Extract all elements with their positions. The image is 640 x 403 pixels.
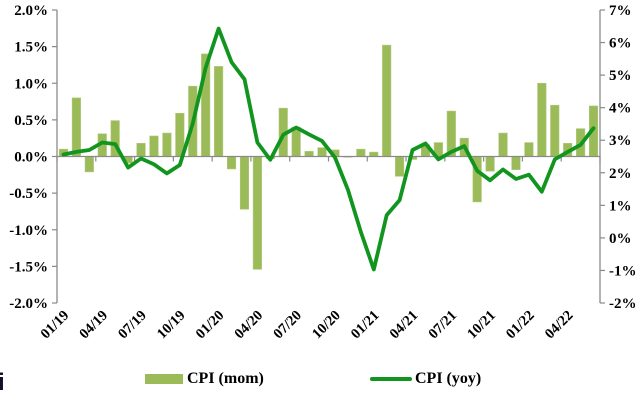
right-axis-tick-label: 1% — [609, 198, 632, 214]
cpi-mom-bar — [524, 142, 534, 157]
right-axis-tick-label: 0% — [609, 231, 632, 247]
left-axis-tick-label: -1.0% — [9, 223, 48, 239]
legend-item-cpi-mom: CPI (mom) — [145, 368, 264, 390]
left-axis-tick-label: 1.0% — [14, 76, 48, 92]
chart-axes — [52, 9, 605, 304]
cpi-mom-bar — [304, 151, 314, 157]
cpi-mom-bar — [252, 156, 262, 270]
cpi-yoy-swatch-icon — [370, 377, 412, 381]
right-axis-tick-label: -1% — [609, 263, 637, 279]
x-axis-tick-label: 04/19 — [76, 308, 111, 343]
cpi-mom-bar — [71, 97, 81, 157]
right-axis-tick-label: 5% — [609, 68, 632, 84]
cpi-mom-bar — [317, 147, 327, 157]
cpi-mom-bar — [511, 156, 521, 170]
x-axis-tick-label: 01/22 — [503, 308, 538, 343]
right-axis-tick-label: 7% — [609, 3, 632, 19]
x-axis-tick-label: 04/22 — [542, 308, 577, 343]
cpi-mom-bar-series — [58, 44, 599, 270]
chart-legend: CPI (mom) CPI (yoy) — [0, 368, 640, 394]
left-axis-tick-label: 2.0% — [14, 3, 48, 19]
cpi-mom-bar — [136, 143, 146, 157]
cpi-mom-bar — [369, 151, 379, 157]
x-axis-tick-label: 10/19 — [154, 308, 189, 343]
x-axis-tick-label: 04/20 — [232, 308, 267, 343]
left-axis-tick-label: -2.0% — [9, 296, 48, 312]
left-axis-tick-label: 1.5% — [14, 40, 48, 56]
legend-item-cpi-yoy: CPI (yoy) — [370, 368, 481, 390]
corner-caption-fragment: i — [0, 369, 5, 396]
cpi-mom-bar — [149, 135, 159, 157]
right-axis-tick-label: 6% — [609, 36, 632, 52]
cpi-mom-bar — [214, 66, 224, 157]
cpi-mom-bar — [382, 44, 392, 157]
x-axis-tick-label: 01/19 — [38, 308, 73, 343]
left-axis-tick-label: 0.5% — [14, 113, 48, 129]
x-axis-tick-label: 07/19 — [115, 308, 150, 343]
cpi-mom-bar — [485, 156, 495, 172]
cpi-mom-bar — [162, 132, 172, 157]
cpi-mom-bar — [84, 156, 94, 173]
cpi-yoy-line — [61, 26, 596, 272]
cpi-mom-bar — [537, 82, 547, 157]
x-axis-tick-label: 07/20 — [270, 308, 305, 343]
legend-label-cpi-mom: CPI (mom) — [187, 370, 264, 387]
x-axis-tick-label: 01/21 — [348, 308, 383, 343]
x-axis-tick-label: 07/21 — [425, 308, 460, 343]
cpi-mom-bar — [356, 148, 366, 157]
right-axis-tick-label: -2% — [609, 296, 637, 312]
cpi-yoy-line-series — [61, 26, 596, 272]
x-axis-tick-label: 01/20 — [193, 308, 228, 343]
left-axis-tick-label: -1.5% — [9, 259, 48, 275]
x-axis-tick-label: 04/21 — [387, 308, 422, 343]
x-axis-tick-label: 10/21 — [464, 308, 499, 343]
cpi-mom-bar — [239, 156, 250, 210]
cpi-mom-bar — [395, 156, 405, 177]
right-axis-tick-label: 3% — [609, 133, 632, 149]
left-axis-tick-label: 0.0% — [14, 150, 48, 166]
cpi-mom-swatch-icon — [145, 374, 183, 384]
legend-label-cpi-yoy: CPI (yoy) — [415, 370, 482, 387]
cpi-mom-bar — [550, 104, 560, 157]
cpi-mom-bar — [226, 156, 237, 170]
x-axis-tick-label: 10/20 — [309, 308, 344, 343]
left-axis-tick-label: -0.5% — [9, 186, 48, 202]
cpi-mom-bar — [498, 132, 508, 157]
right-axis-tick-label: 2% — [609, 166, 632, 182]
right-axis-tick-label: 4% — [609, 101, 632, 117]
cpi-mom-bar — [291, 126, 301, 157]
axis-tick-labels: 2.0% 1.5% 1.0% 0.5% 0.0% -0.5% -1.0% -1.5% -2.0%… — [9, 3, 636, 342]
